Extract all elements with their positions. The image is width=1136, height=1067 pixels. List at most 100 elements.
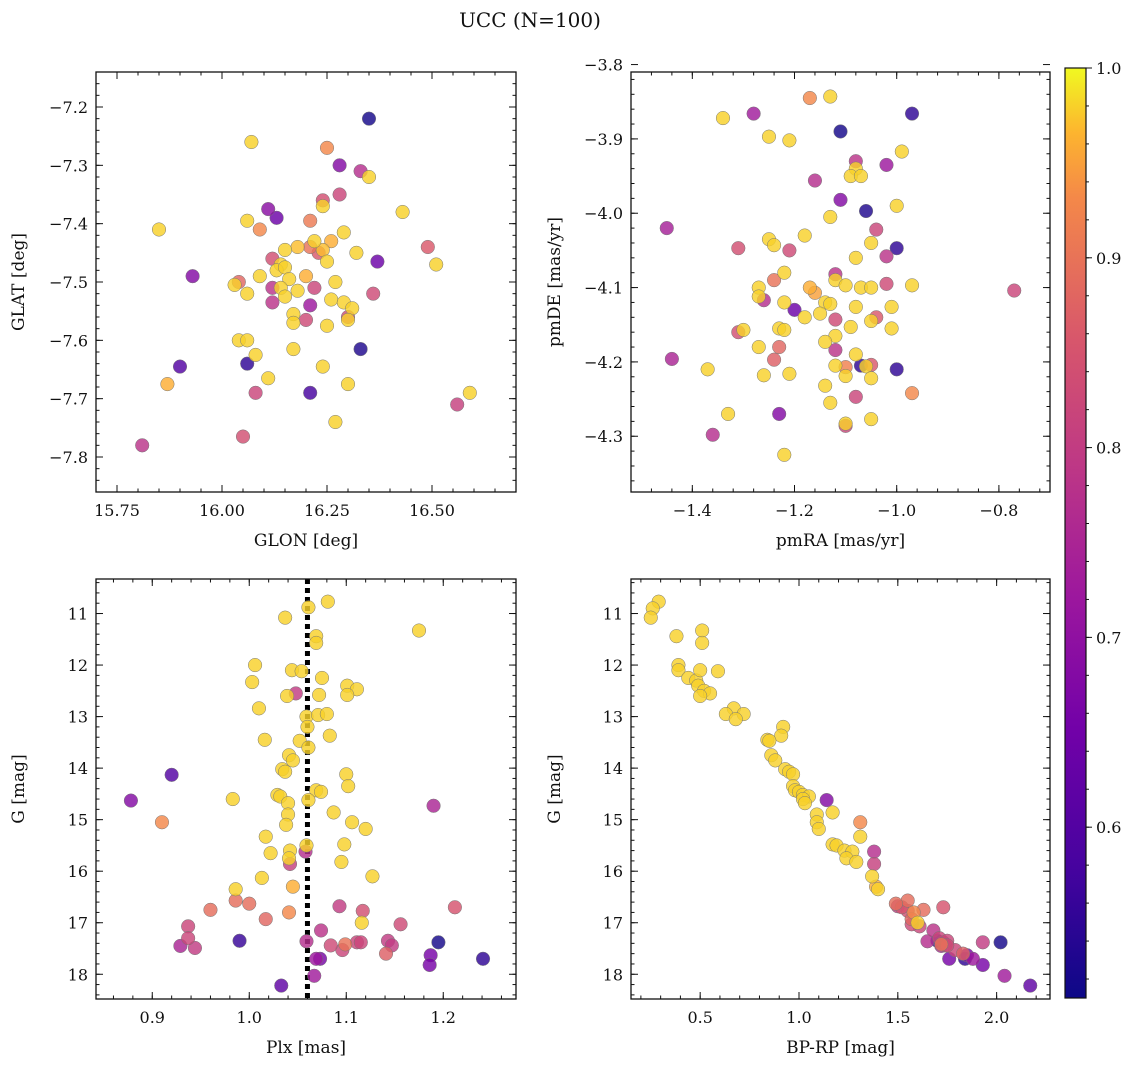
y-tick-label: 11	[68, 605, 88, 624]
data-point	[307, 234, 322, 249]
data-point	[848, 250, 863, 265]
data-point	[252, 269, 267, 284]
data-point	[299, 934, 314, 949]
data-point	[341, 779, 356, 794]
data-point	[319, 706, 334, 722]
data-point	[879, 157, 894, 172]
data-point	[123, 793, 138, 808]
data-point	[298, 269, 314, 284]
data-point	[802, 90, 817, 106]
data-point	[228, 882, 243, 897]
x-tick-label: 1.2	[431, 1008, 456, 1027]
data-point	[751, 289, 766, 304]
data-point	[160, 377, 175, 392]
y-axis-label: G [mag]	[545, 754, 565, 823]
y-tick-label: −7.3	[49, 156, 88, 175]
data-point	[307, 280, 322, 295]
data-point	[309, 635, 324, 650]
data-point	[334, 854, 349, 869]
data-point	[888, 896, 903, 911]
data-point	[319, 318, 335, 333]
colorbar-tick-label: 0.8	[1096, 439, 1121, 458]
data-point	[848, 299, 863, 314]
data-point	[833, 124, 848, 139]
data-point	[285, 879, 300, 894]
y-tick-label: 13	[603, 708, 623, 727]
data-point	[354, 915, 369, 930]
data-point	[269, 210, 284, 225]
data-point	[319, 254, 335, 269]
x-tick-label: 2.0	[984, 1008, 1009, 1027]
x-tick-label: 0.5	[687, 1008, 712, 1027]
data-point	[324, 292, 339, 307]
data-point	[301, 740, 316, 755]
data-point	[279, 817, 294, 832]
data-point	[151, 222, 167, 237]
data-point	[858, 359, 874, 374]
data-point	[429, 257, 444, 272]
data-point	[715, 111, 731, 126]
x-axis-label: Plx [mas]	[266, 1038, 346, 1058]
data-point	[889, 241, 904, 256]
data-point	[643, 610, 658, 625]
y-tick-label: −3.9	[584, 130, 623, 149]
data-point	[240, 356, 255, 371]
data-point	[777, 322, 792, 337]
x-tick-label: 16.25	[304, 501, 350, 520]
data-point	[361, 111, 377, 126]
data-point	[813, 306, 828, 321]
data-point	[767, 238, 782, 253]
data-point	[728, 712, 743, 727]
data-point	[664, 351, 679, 366]
data-point	[777, 295, 792, 310]
colorbar: 0.6 0.7 0.8 0.9 1.0	[1064, 59, 1121, 999]
data-point	[340, 377, 356, 392]
data-point	[700, 362, 715, 377]
data-point	[993, 935, 1008, 950]
data-point	[315, 359, 330, 374]
y-axis-label: pmDE [mas/yr]	[545, 217, 565, 347]
data-point	[313, 923, 329, 938]
data-point	[910, 915, 925, 930]
axes-frame	[95, 578, 517, 1000]
data-point	[257, 732, 272, 747]
data-point	[864, 280, 879, 295]
data-point	[853, 169, 868, 184]
data-point	[181, 919, 196, 934]
data-point	[393, 917, 408, 932]
data-point	[274, 978, 289, 993]
data-point	[900, 893, 915, 908]
data-point	[659, 221, 674, 236]
data-point	[261, 202, 276, 217]
y-tick-label: −4.1	[584, 279, 623, 298]
data-point	[422, 957, 437, 973]
y-tick-label: −7.5	[49, 273, 88, 292]
figure-title: UCC (N=100)	[459, 8, 601, 32]
data-point	[240, 286, 255, 301]
data-point	[818, 334, 833, 349]
data-point	[787, 302, 802, 317]
data-point	[853, 815, 868, 830]
data-point	[298, 312, 314, 327]
data-point	[244, 134, 259, 150]
data-point	[340, 312, 356, 327]
data-point	[693, 688, 708, 704]
data-point	[164, 767, 179, 782]
data-point	[303, 298, 318, 313]
data-point	[705, 427, 720, 442]
data-point	[894, 144, 909, 159]
y-tick-label: 13	[68, 708, 88, 727]
data-point	[867, 856, 882, 872]
data-point	[338, 937, 353, 952]
x-tick-label: −0.8	[979, 501, 1018, 520]
data-point	[332, 899, 347, 914]
data-point	[450, 397, 465, 412]
data-point	[823, 209, 838, 225]
data-point	[934, 937, 949, 952]
data-point	[864, 412, 879, 427]
data-point	[225, 791, 240, 807]
data-point	[332, 187, 347, 202]
colorbar-tick-label: 1.0	[1096, 59, 1121, 78]
x-tick-label: 16.50	[409, 501, 455, 520]
